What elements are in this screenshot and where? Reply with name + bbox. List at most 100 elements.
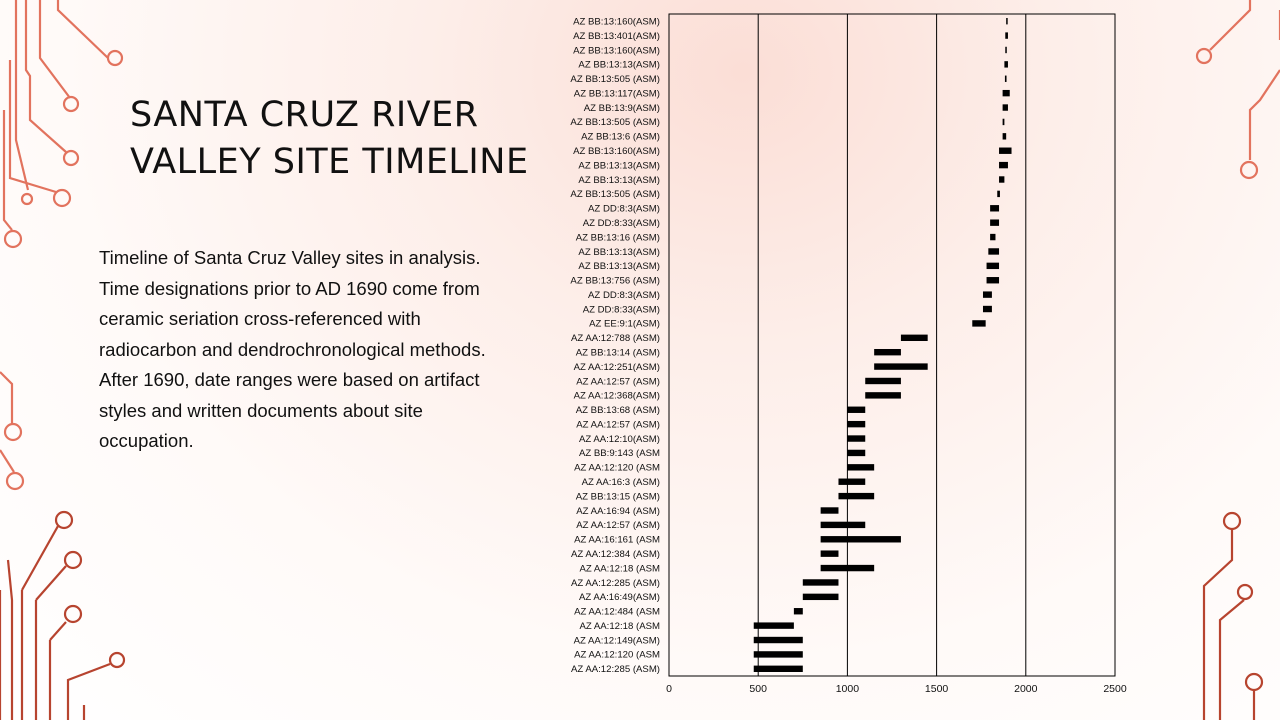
range-bar (874, 348, 901, 356)
site-label: AZ AA:12:57 (ASM) (576, 520, 660, 531)
x-tick-label: 2000 (1014, 683, 1038, 695)
site-label: AZ BB:13:13(ASM) (578, 247, 660, 258)
range-bar (999, 147, 1012, 154)
range-bar (847, 406, 866, 413)
site-label: AZ BB:13:13(ASM) (578, 261, 660, 272)
range-bar (874, 363, 928, 370)
site-label: AZ AA:12:18 (ASM (579, 621, 660, 632)
site-label: AZ AA:16:94 (ASM) (576, 506, 660, 517)
site-label: AZ AA:12:10(ASM) (579, 434, 660, 445)
x-tick-label: 0 (666, 683, 672, 695)
range-bar (753, 665, 803, 673)
site-timeline-chart: AZ BB:13:160(ASM) AZ BB:13:401(ASM) AZ BB:… (570, 13, 1127, 695)
range-bar (802, 593, 839, 601)
site-label: AZ BB:13:13(ASM) (578, 60, 660, 71)
site-label: AZ AA:12:384 (ASM) (571, 549, 660, 560)
range-bar (1002, 118, 1005, 126)
site-label: AZ AA:16:3 (ASM) (582, 477, 660, 488)
range-bar (838, 492, 875, 500)
site-label: AZ BB:13:117(ASM) (574, 88, 660, 99)
circuit-decoration-left (0, 0, 126, 720)
range-bar (997, 190, 1000, 198)
range-bars (753, 17, 1012, 673)
slide-body-text: Timeline of Santa Cruz Valley sites in a… (99, 247, 486, 451)
range-bar (1006, 17, 1008, 25)
site-label: AZ BB:13:505 (ASM) (570, 74, 660, 85)
range-bar (1002, 89, 1010, 97)
site-label: AZ BB:13:68 (ASM) (576, 405, 660, 416)
site-labels: AZ BB:13:160(ASM) AZ BB:13:401(ASM) AZ BB:… (570, 16, 660, 675)
x-tick-label: 500 (749, 683, 767, 695)
range-bar (988, 248, 1000, 255)
range-bar (865, 392, 901, 399)
site-label: AZ AA:12:120 (ASM (574, 650, 660, 661)
site-label: AZ AA:16:161 (ASM (574, 535, 660, 546)
range-bar (793, 608, 803, 615)
site-label: AZ AA:12:57 (ASM) (576, 376, 660, 387)
site-label: AZ BB:13:160(ASM) (573, 45, 660, 56)
range-bar (999, 176, 1005, 183)
range-bar (838, 478, 866, 485)
range-bar (986, 262, 1000, 270)
range-bar (820, 564, 875, 572)
site-label: AZ DD:8:3(ASM) (588, 290, 660, 301)
site-label: AZ BB:13:14 (ASM) (576, 347, 660, 358)
site-label: AZ DD:8:3(ASM) (588, 204, 660, 215)
site-label: AZ BB:13:505 (ASM) (570, 117, 660, 128)
site-label: AZ BB:13:13(ASM) (578, 160, 660, 171)
site-label: AZ BB:13:9(ASM) (584, 103, 660, 114)
range-bar (990, 233, 996, 241)
range-bar (753, 636, 803, 644)
site-label: AZ BB:13:160(ASM) (573, 16, 660, 27)
site-label: AZ AA:12:788 (ASM) (571, 333, 660, 344)
site-label: AZ AA:12:285 (ASM) (571, 664, 660, 675)
site-label: AZ BB:13:756 (ASM) (570, 276, 660, 287)
range-bar (820, 536, 901, 543)
site-label: AZ AA:12:18 (ASM (579, 563, 660, 574)
range-bar (820, 550, 839, 557)
site-label: AZ EE:9:1(ASM) (589, 319, 660, 330)
x-tick-label: 1500 (925, 683, 949, 695)
site-label: AZ AA:12:57 (ASM) (576, 419, 660, 430)
range-bar (1004, 61, 1008, 68)
site-label: AZ BB:13:160(ASM) (573, 146, 660, 157)
range-bar (1004, 75, 1007, 82)
range-bar (972, 320, 986, 327)
site-label: AZ AA:12:368(ASM) (574, 391, 660, 402)
range-bar (753, 651, 803, 658)
range-bar (847, 464, 875, 471)
range-bar (802, 579, 839, 586)
x-tick-label: 2500 (1103, 683, 1127, 695)
range-bar (1005, 32, 1008, 39)
site-label: AZ DD:8:33(ASM) (583, 218, 660, 229)
range-bar (847, 420, 866, 428)
range-bar (1005, 46, 1007, 54)
site-label: AZ AA:12:285 (ASM) (571, 578, 660, 589)
plot-area-frame (668, 13, 1116, 677)
slide-title: SANTA CRUZ RIVER VALLEY SITE TIMELINE (130, 92, 550, 186)
site-label: AZ BB:13:505 (ASM) (570, 189, 660, 200)
range-bar (900, 334, 928, 342)
range-bar (820, 521, 866, 529)
site-label: AZ AA:12:149(ASM) (574, 635, 660, 646)
site-label: AZ BB:13:401(ASM) (573, 31, 660, 42)
range-bar (986, 277, 1000, 284)
x-axis-ticks: 0 500 1000 1500 2000 2500 (666, 683, 1127, 695)
site-label: AZ BB:13:13(ASM) (578, 175, 660, 186)
x-tick-label: 1000 (836, 683, 860, 695)
range-bar (865, 377, 901, 385)
site-label: AZ AA:16:49(ASM) (579, 592, 660, 603)
range-bar (847, 435, 866, 442)
range-bar (999, 161, 1008, 169)
circuit-decoration-right (1195, 0, 1280, 720)
range-bar (982, 305, 992, 313)
range-bar (990, 205, 1000, 212)
slide-title-line-1: SANTA CRUZ RIVER (130, 95, 479, 135)
range-bar (820, 507, 839, 514)
slide-title-line-2: VALLEY SITE TIMELINE (130, 142, 529, 182)
range-bar (847, 449, 866, 457)
site-label: AZ BB:13:6 (ASM) (581, 132, 660, 143)
site-label: AZ AA:12:120 (ASM (574, 463, 660, 474)
range-bar (753, 622, 794, 629)
range-bar (982, 291, 992, 298)
